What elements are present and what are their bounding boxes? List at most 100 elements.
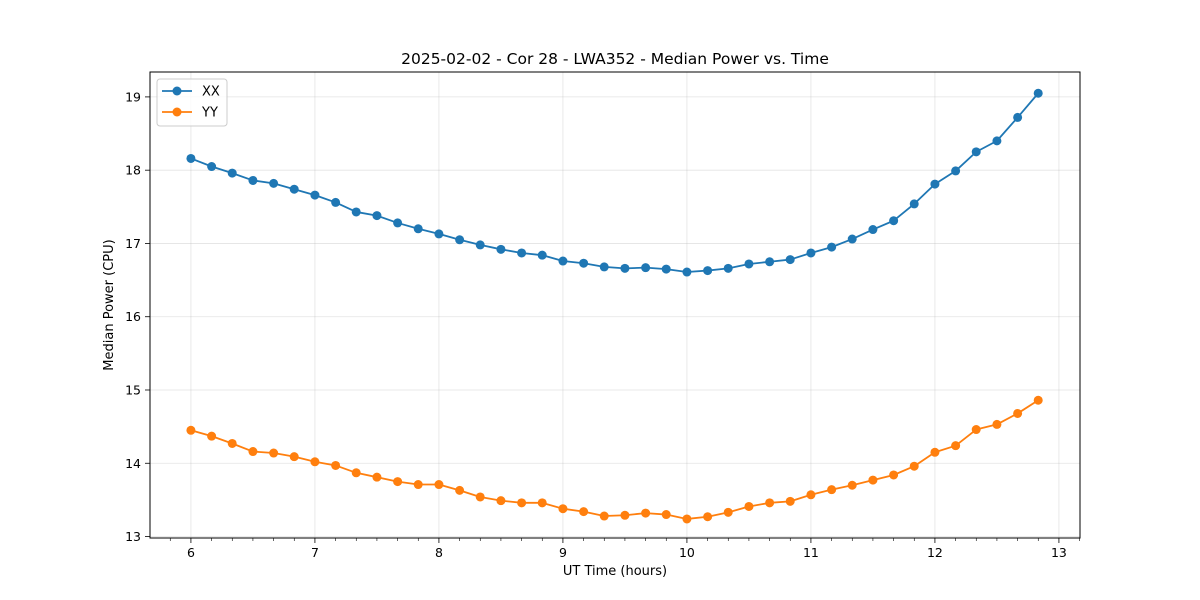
series-yy-point xyxy=(806,490,816,500)
series-yy-point xyxy=(558,504,568,514)
series-xx-point xyxy=(455,235,465,245)
legend-yy-marker xyxy=(172,107,182,117)
series-yy-point xyxy=(765,498,775,508)
series-yy-point xyxy=(186,425,196,435)
series-xx-point xyxy=(930,179,940,189)
series-yy-point xyxy=(1033,395,1043,405)
plot-frame xyxy=(149,71,1081,539)
x-tick-label: 7 xyxy=(311,545,319,560)
series-yy-point xyxy=(930,447,940,457)
series-xx-point xyxy=(310,190,320,200)
series-xx-point xyxy=(992,136,1002,146)
series-xx-point xyxy=(620,263,630,273)
series-yy-point xyxy=(579,507,589,517)
series-xx-point xyxy=(827,242,837,252)
series-yy-point xyxy=(971,425,981,435)
series-yy-point xyxy=(455,485,465,495)
series-yy-point xyxy=(951,441,961,451)
series-yy-point xyxy=(599,511,609,521)
series-yy-point xyxy=(331,460,341,470)
series-xx-point xyxy=(765,257,775,267)
series-yy-point xyxy=(992,419,1002,429)
series-xx-point xyxy=(847,234,857,244)
series-xx-point xyxy=(351,207,361,217)
series-yy-point xyxy=(517,498,527,508)
x-tick-label: 13 xyxy=(1051,545,1067,560)
series-xx-point xyxy=(207,162,217,172)
y-tick-label: 14 xyxy=(125,456,141,471)
series-yy-point xyxy=(434,480,444,490)
x-tick-label: 10 xyxy=(679,545,695,560)
series-yy-point xyxy=(372,472,382,482)
series-yy-point xyxy=(1013,408,1023,418)
x-tick-label: 9 xyxy=(559,545,567,560)
series-yy-point xyxy=(413,480,423,490)
series-yy-point xyxy=(620,510,630,520)
y-tick-label: 18 xyxy=(125,163,141,178)
series-layer xyxy=(186,88,1043,524)
series-yy-point xyxy=(868,475,878,485)
series-xx-point xyxy=(703,266,713,276)
legend: XX YY xyxy=(156,78,228,127)
series-xx-point xyxy=(496,244,506,254)
series-xx-point xyxy=(868,225,878,235)
series-xx-point xyxy=(372,211,382,221)
series-xx-point xyxy=(537,250,547,260)
series-xx-point xyxy=(909,199,919,209)
series-xx-point xyxy=(744,259,754,269)
series-xx-point xyxy=(393,218,403,228)
y-tick-label: 16 xyxy=(125,309,141,324)
axes: 6 7 8 9 10 11 12 13 13 14 15 16 17 18 19 xyxy=(125,89,1080,560)
series-yy-point xyxy=(661,510,671,520)
series-yy-point xyxy=(475,492,485,502)
series-yy-point xyxy=(351,468,361,478)
series-xx-point xyxy=(1033,88,1043,98)
series-xx-point xyxy=(579,258,589,268)
series-yy-point xyxy=(496,496,506,506)
series-xx-point xyxy=(269,178,279,188)
series-xx-point xyxy=(517,248,527,258)
x-tick-label: 8 xyxy=(435,545,443,560)
y-tick-label: 19 xyxy=(125,89,141,104)
series-yy-point xyxy=(207,431,217,441)
series-xx-point xyxy=(289,184,299,194)
series-yy-point xyxy=(537,498,547,508)
series-yy-point xyxy=(248,447,258,457)
series-yy-point xyxy=(310,457,320,467)
series-yy-point xyxy=(785,496,795,506)
series-xx-point xyxy=(227,168,237,178)
series-yy-point xyxy=(847,480,857,490)
x-tick-label: 6 xyxy=(187,545,195,560)
series-xx-point xyxy=(1013,112,1023,122)
series-xx-point xyxy=(889,216,899,226)
series-yy-point xyxy=(744,501,754,511)
chart-title: 2025-02-02 - Cor 28 - LWA352 - Median Po… xyxy=(401,50,829,68)
series-yy-point xyxy=(269,448,279,458)
series-xx-point xyxy=(248,175,258,185)
series-xx-point xyxy=(186,153,196,163)
legend-yy-label: YY xyxy=(201,106,218,121)
series-xx-point xyxy=(599,262,609,272)
series-yy-point xyxy=(889,470,899,480)
series-xx-point xyxy=(971,147,981,157)
series-xx-point xyxy=(723,263,733,273)
legend-xx-label: XX xyxy=(202,85,220,100)
x-tick-label: 12 xyxy=(927,545,943,560)
y-tick-label: 15 xyxy=(125,382,141,397)
series-yy-point xyxy=(703,512,713,522)
series-xx-point xyxy=(413,224,423,234)
y-tick-label: 13 xyxy=(125,529,141,544)
series-yy-point xyxy=(909,461,919,471)
y-axis-label: Median Power (CPU) xyxy=(102,239,117,370)
series-yy-point xyxy=(227,438,237,448)
series-yy-point xyxy=(289,452,299,462)
legend-xx-marker xyxy=(172,86,182,96)
y-tick-label: 17 xyxy=(125,236,141,251)
series-xx-point xyxy=(331,197,341,207)
series-xx-point xyxy=(785,255,795,265)
grid xyxy=(150,72,1080,538)
series-xx-point xyxy=(558,256,568,266)
series-yy-point xyxy=(827,485,837,495)
series-yy-point xyxy=(682,514,692,524)
